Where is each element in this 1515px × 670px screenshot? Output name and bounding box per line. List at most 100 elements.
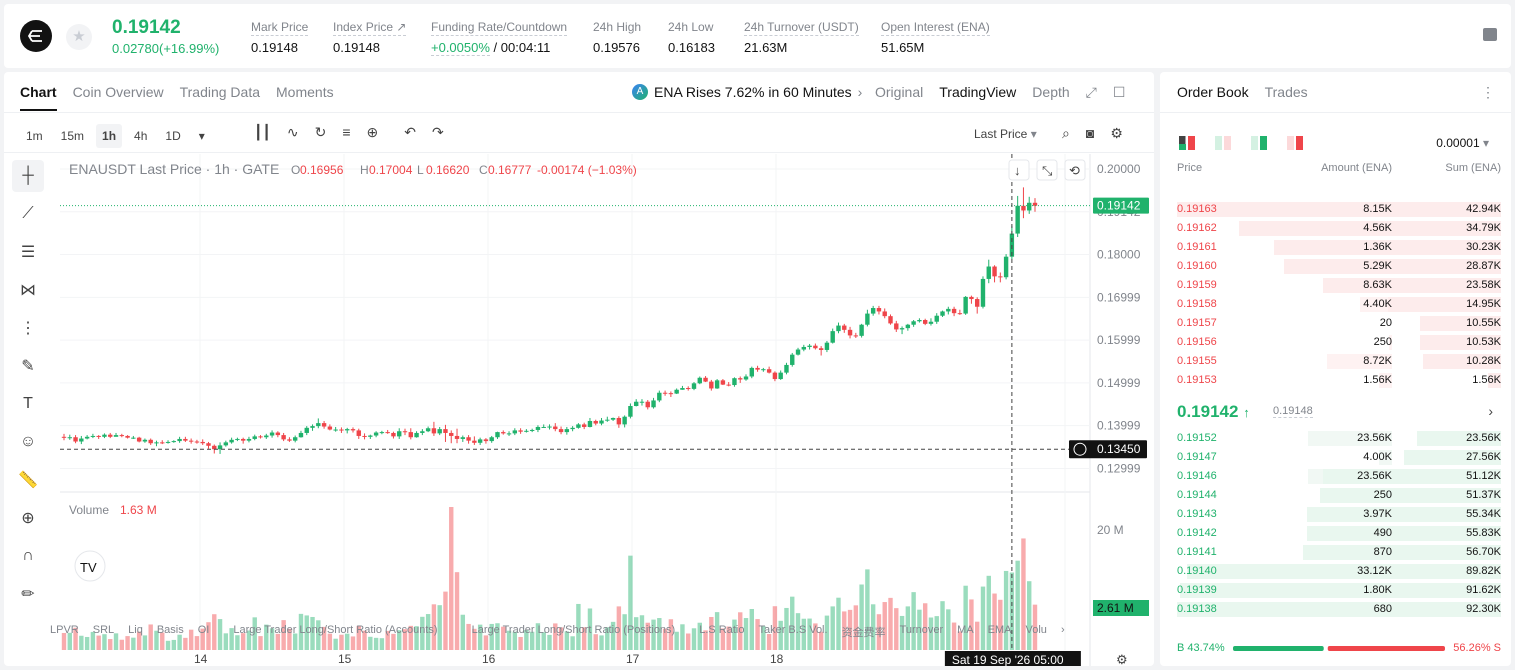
tf-1m[interactable]: 1m bbox=[26, 129, 43, 143]
indicator-item[interactable]: SRL bbox=[92, 624, 115, 636]
view-original[interactable]: Original bbox=[875, 84, 924, 100]
volume-bar bbox=[397, 630, 402, 650]
volume-bar bbox=[339, 634, 344, 650]
tf-1d[interactable]: 1D bbox=[165, 129, 181, 143]
fullscreen-button[interactable] bbox=[1064, 159, 1086, 181]
gear-icon[interactable]: ⚙ bbox=[1110, 125, 1123, 141]
price-type-select[interactable]: Last Price ▾ bbox=[974, 127, 1037, 141]
scroll-down-button[interactable] bbox=[1008, 159, 1030, 181]
chevron-right-icon[interactable]: › bbox=[1488, 403, 1493, 419]
orderbook-row[interactable]: 0.19139 1.80K 91.62K bbox=[1177, 581, 1501, 600]
orderbook-row[interactable]: 0.19143 3.97K 55.34K bbox=[1177, 505, 1501, 524]
emoji-tool-icon[interactable]: ☺ bbox=[19, 433, 37, 450]
stat-label[interactable]: 24h Turnover (USDT) bbox=[744, 20, 859, 36]
ruler-tool-icon[interactable]: 📏 bbox=[18, 472, 38, 489]
orderbook-row[interactable]: 0.19138 680 92.30K bbox=[1177, 600, 1501, 619]
tab-trades[interactable]: Trades bbox=[1264, 84, 1308, 100]
volume-bar bbox=[142, 635, 148, 650]
tab-coin-overview[interactable]: Coin Overview bbox=[72, 84, 164, 100]
layout-bids-icon[interactable] bbox=[1251, 136, 1267, 150]
tab-chart[interactable]: Chart bbox=[20, 84, 57, 111]
brush-tool-icon[interactable]: ✎ bbox=[21, 358, 35, 375]
stat-label[interactable]: Index Price ↗ bbox=[333, 20, 407, 36]
indicator-item[interactable]: Large Trader Long/Short Ratio (Positions… bbox=[471, 624, 676, 636]
view-tradingview[interactable]: TradingView bbox=[939, 84, 1017, 100]
chevron-down-icon[interactable]: ▾ bbox=[198, 129, 205, 143]
pattern-tool-icon[interactable]: ⋈ bbox=[20, 282, 36, 299]
crosshair-tool-icon[interactable]: ┼ bbox=[12, 160, 44, 192]
indicator-item[interactable]: Basis bbox=[156, 624, 184, 636]
magnet-tool-icon[interactable]: ∩ bbox=[22, 547, 34, 564]
layout-both-icon[interactable] bbox=[1179, 136, 1195, 150]
search-icon[interactable]: ⌕ bbox=[1062, 125, 1070, 141]
indicator-item[interactable]: MA bbox=[957, 624, 974, 636]
orderbook-row[interactable]: 0.19153 1.56K 1.56K bbox=[1177, 371, 1501, 390]
stat-label[interactable]: Open Interest (ENA) bbox=[881, 20, 990, 36]
undo-icon[interactable]: ↶ bbox=[404, 124, 416, 140]
favorite-star-icon[interactable]: ★ bbox=[66, 24, 92, 50]
trendline-tool-icon[interactable]: ⟋ bbox=[22, 205, 34, 222]
indicator-item[interactable]: L.S Ratio bbox=[699, 624, 745, 636]
tf-15m[interactable]: 15m bbox=[60, 129, 85, 143]
tab-trading-data[interactable]: Trading Data bbox=[179, 84, 261, 100]
orderbook-row[interactable]: 0.19152 23.56K 23.56K bbox=[1177, 429, 1501, 448]
indicator-item[interactable]: Large Trader Long/Short Ratio (Accounts) bbox=[233, 624, 438, 636]
indicator-item[interactable]: OI bbox=[197, 624, 210, 636]
orderbook-row[interactable]: 0.19163 8.15K 42.94K bbox=[1177, 200, 1501, 219]
expand-icon[interactable]: ⤢ bbox=[1085, 84, 1097, 100]
orderbook-row[interactable]: 0.19156 250 10.53K bbox=[1177, 333, 1501, 352]
indicator-item[interactable]: Taker B.S Vol. bbox=[758, 624, 828, 636]
view-depth[interactable]: Depth bbox=[1032, 84, 1070, 100]
stat-label[interactable]: Mark Price bbox=[251, 20, 309, 36]
collapse-button[interactable] bbox=[1036, 159, 1058, 181]
precision-select[interactable]: 0.00001 ▾ bbox=[1436, 136, 1489, 150]
indicator-item[interactable]: LPVR bbox=[50, 624, 79, 636]
tf-4h[interactable]: 4h bbox=[134, 129, 148, 143]
indicator-item[interactable]: Volu bbox=[1025, 624, 1047, 636]
pencil-tool-icon[interactable]: ✏ bbox=[21, 586, 35, 603]
add-alert-icon[interactable]: ⊕ bbox=[366, 124, 379, 140]
template-icon[interactable]: ≡ bbox=[342, 124, 351, 140]
news-ticker[interactable]: A ENA Rises 7.62% in 60 Minutes › bbox=[632, 84, 862, 100]
orderbook-row[interactable]: 0.19146 23.56K 51.12K bbox=[1177, 467, 1501, 486]
camera-icon[interactable]: ◙ bbox=[1085, 125, 1095, 141]
layout-asks-icon[interactable] bbox=[1287, 136, 1303, 150]
indicators-icon[interactable]: ∿ bbox=[286, 124, 299, 140]
text-tool-icon[interactable]: T bbox=[23, 395, 33, 412]
layout-both-alt-icon[interactable] bbox=[1215, 136, 1231, 150]
candle-type-icon[interactable]: ┃┃ bbox=[254, 124, 271, 140]
window-icon[interactable]: ☐ bbox=[1112, 84, 1126, 100]
indicator-item[interactable]: Turnover bbox=[899, 624, 944, 636]
orderbook-row[interactable]: 0.19160 5.29K 28.87K bbox=[1177, 257, 1501, 276]
indicator-item[interactable]: EMA bbox=[987, 624, 1012, 636]
redo-icon[interactable]: ↷ bbox=[431, 124, 444, 140]
orderbook-row[interactable]: 0.19144 250 51.37K bbox=[1177, 486, 1501, 505]
volume-bar bbox=[229, 628, 234, 650]
stat-label[interactable]: Funding Rate/Countdown bbox=[431, 20, 568, 36]
orderbook-row[interactable]: 0.19147 4.00K 27.56K bbox=[1177, 448, 1501, 467]
tf-1h[interactable]: 1h bbox=[96, 124, 123, 148]
orderbook-row[interactable]: 0.19159 8.63K 23.58K bbox=[1177, 276, 1501, 295]
tab-order-book[interactable]: Order Book bbox=[1177, 84, 1249, 100]
zoom-tool-icon[interactable]: ⊕ bbox=[21, 510, 35, 527]
replay-icon[interactable]: ↻ bbox=[314, 124, 327, 140]
orderbook-row[interactable]: 0.19155 8.72K 10.28K bbox=[1177, 352, 1501, 371]
orderbook-row[interactable]: 0.19161 1.36K 30.23K bbox=[1177, 238, 1501, 257]
fib-tool-icon[interactable]: ⋮ bbox=[20, 320, 36, 337]
indicator-item[interactable]: Liq bbox=[128, 624, 143, 636]
more-icon[interactable]: ⋮ bbox=[1481, 84, 1495, 100]
orderbook-row[interactable]: 0.19162 4.56K 34.79K bbox=[1177, 219, 1501, 238]
notebook-icon[interactable] bbox=[1483, 28, 1497, 41]
orderbook-row[interactable]: 0.19141 870 56.70K bbox=[1177, 543, 1501, 562]
candlestick-chart[interactable]: 0.20000 0.19142 0.18000 0.16999 0.15999 0.149… bbox=[60, 154, 1150, 666]
horizontal-lines-tool-icon[interactable]: ☰ bbox=[20, 244, 36, 261]
indicator-item[interactable]: 资金费率 bbox=[841, 627, 886, 639]
orderbook-row[interactable]: 0.19142 490 55.83K bbox=[1177, 524, 1501, 543]
chevron-right-icon[interactable]: › bbox=[1060, 624, 1065, 636]
add-alert-icon[interactable] bbox=[1073, 442, 1087, 456]
funding-rate-value[interactable]: +0.0050% bbox=[431, 40, 490, 56]
orderbook-row[interactable]: 0.19140 33.12K 89.82K bbox=[1177, 562, 1501, 581]
orderbook-row[interactable]: 0.19158 4.40K 14.95K bbox=[1177, 295, 1501, 314]
tab-moments[interactable]: Moments bbox=[276, 84, 334, 100]
orderbook-row[interactable]: 0.19157 20 10.55K bbox=[1177, 314, 1501, 333]
